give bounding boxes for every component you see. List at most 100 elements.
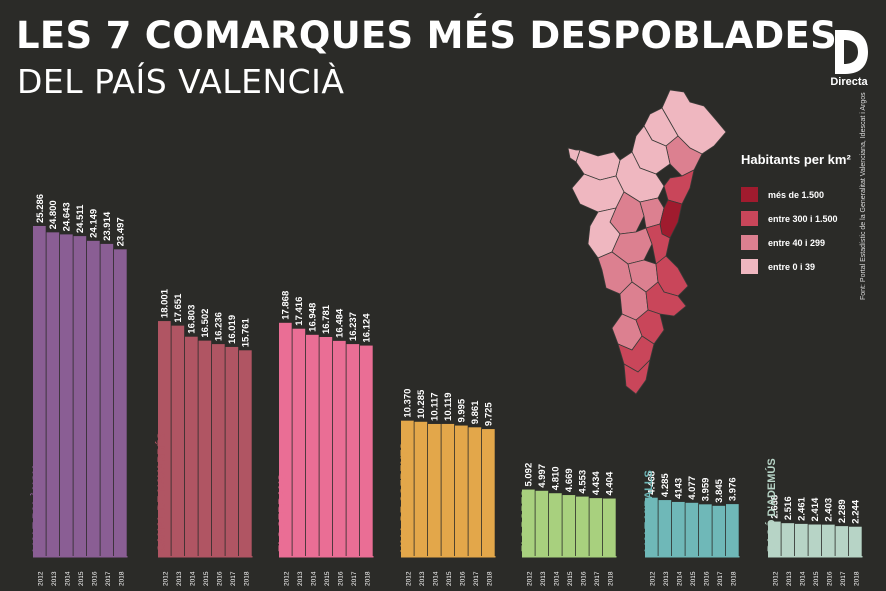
value-label: 16.781 bbox=[321, 304, 332, 334]
value-label: 17.868 bbox=[281, 291, 292, 320]
bar bbox=[781, 523, 795, 556]
bar bbox=[645, 497, 658, 556]
bar bbox=[292, 328, 306, 556]
bar bbox=[185, 336, 198, 556]
bar bbox=[33, 226, 46, 556]
year-tick-label: 2017 bbox=[594, 571, 601, 586]
year-tick-label: 2016 bbox=[826, 571, 833, 586]
bar bbox=[401, 420, 414, 556]
legend-swatch bbox=[741, 235, 758, 250]
value-label: 10.370 bbox=[403, 389, 414, 418]
map-region bbox=[567, 147, 581, 163]
year-tick-label: 2014 bbox=[799, 571, 806, 586]
bar bbox=[562, 495, 576, 556]
value-label: 3.976 bbox=[728, 477, 739, 501]
value-label: 2.638 bbox=[770, 495, 781, 519]
year-tick-label: 2015 bbox=[324, 571, 331, 586]
year-tick-label: 2016 bbox=[459, 571, 466, 586]
value-label: 4.077 bbox=[687, 476, 698, 500]
value-label: 2.414 bbox=[810, 497, 821, 521]
bar bbox=[849, 526, 862, 556]
bar bbox=[73, 236, 87, 556]
year-tick-label: 2012 bbox=[405, 571, 412, 586]
year-tick-label: 2012 bbox=[37, 571, 44, 586]
value-label: 23.497 bbox=[116, 217, 127, 246]
value-label: 4.434 bbox=[591, 471, 602, 495]
bar bbox=[685, 502, 699, 556]
value-label: 4.404 bbox=[605, 471, 616, 495]
bar bbox=[603, 498, 616, 556]
bar bbox=[279, 322, 292, 556]
value-label: 4.553 bbox=[578, 470, 589, 494]
year-tick-label: 2014 bbox=[310, 571, 317, 586]
year-tick-label: 2018 bbox=[486, 571, 493, 586]
bar bbox=[100, 243, 114, 556]
value-label: 16.803 bbox=[187, 305, 198, 334]
year-tick-label: 2016 bbox=[91, 571, 98, 586]
value-label: 9.725 bbox=[484, 402, 495, 426]
year-tick-label: 2015 bbox=[690, 571, 697, 586]
year-tick-label: 2018 bbox=[243, 571, 250, 586]
value-label: 25.286 bbox=[35, 194, 46, 223]
year-tick-label: 2014 bbox=[189, 571, 196, 586]
bar bbox=[549, 493, 562, 556]
year-tick-label: 2017 bbox=[351, 571, 358, 586]
bar bbox=[482, 429, 495, 556]
category-label: VALL DE COFRENTS bbox=[399, 442, 411, 552]
bar bbox=[795, 523, 808, 556]
value-label: 10.285 bbox=[416, 389, 427, 419]
bar bbox=[768, 521, 781, 556]
value-label: 24.511 bbox=[75, 204, 86, 233]
title-line-1: LES 7 COMARQUES MÉS DESPOBLADES bbox=[16, 14, 838, 57]
legend-label: entre 40 i 299 bbox=[768, 237, 826, 248]
year-tick-label: 2012 bbox=[649, 571, 656, 586]
value-label: 4.285 bbox=[660, 473, 671, 497]
year-tick-label: 2014 bbox=[676, 571, 683, 586]
year-tick-label: 2016 bbox=[216, 571, 223, 586]
value-label: 9.861 bbox=[470, 400, 481, 424]
value-label: 17.651 bbox=[173, 293, 184, 323]
bar bbox=[198, 340, 212, 556]
group-baseline bbox=[158, 556, 253, 558]
value-label: 16.019 bbox=[227, 315, 238, 344]
value-label: 4.468 bbox=[647, 471, 658, 495]
year-tick-label: 2018 bbox=[118, 571, 125, 586]
value-label: 24.800 bbox=[48, 200, 59, 229]
legend-label: entre 0 i 39 bbox=[768, 261, 816, 272]
year-tick-label: 2016 bbox=[337, 571, 344, 586]
bar bbox=[822, 524, 835, 556]
bar bbox=[60, 234, 73, 556]
bar bbox=[333, 340, 346, 556]
legend-label: més de 1.500 bbox=[768, 189, 825, 200]
title-line-2: DEL PAÍS VALENCIÀ bbox=[17, 62, 345, 101]
year-tick-label: 2018 bbox=[607, 571, 614, 586]
category-label: L'ALT PALÀNCIA bbox=[30, 463, 43, 552]
value-label: 16.236 bbox=[214, 312, 225, 341]
bar bbox=[576, 496, 589, 556]
value-label: 2.244 bbox=[851, 499, 862, 523]
legend-item: entre 0 i 39 bbox=[741, 259, 815, 274]
value-label: 15.761 bbox=[241, 318, 252, 348]
year-tick-label: 2012 bbox=[526, 571, 533, 586]
value-label: 2.461 bbox=[797, 496, 808, 520]
group-baseline bbox=[33, 556, 128, 558]
year-tick-label: 2013 bbox=[176, 571, 183, 586]
year-tick-label: 2015 bbox=[813, 571, 820, 586]
year-tick-label: 2017 bbox=[473, 571, 480, 586]
bar bbox=[535, 490, 549, 556]
year-tick-label: 2018 bbox=[364, 571, 371, 586]
legend-item: entre 300 i 1.500 bbox=[741, 211, 838, 226]
value-label: 4143 bbox=[674, 478, 685, 499]
bar bbox=[835, 526, 849, 556]
bar bbox=[360, 345, 373, 556]
category-label: RACÓ D'ADEMÚS bbox=[765, 458, 778, 552]
bar bbox=[346, 344, 360, 556]
year-tick-label: 2017 bbox=[230, 571, 237, 586]
bar bbox=[522, 489, 535, 556]
bar bbox=[428, 423, 441, 556]
legend-item: més de 1.500 bbox=[741, 187, 824, 202]
year-tick-label: 2013 bbox=[663, 571, 670, 586]
bar bbox=[589, 498, 603, 556]
value-label: 17.416 bbox=[294, 297, 305, 326]
